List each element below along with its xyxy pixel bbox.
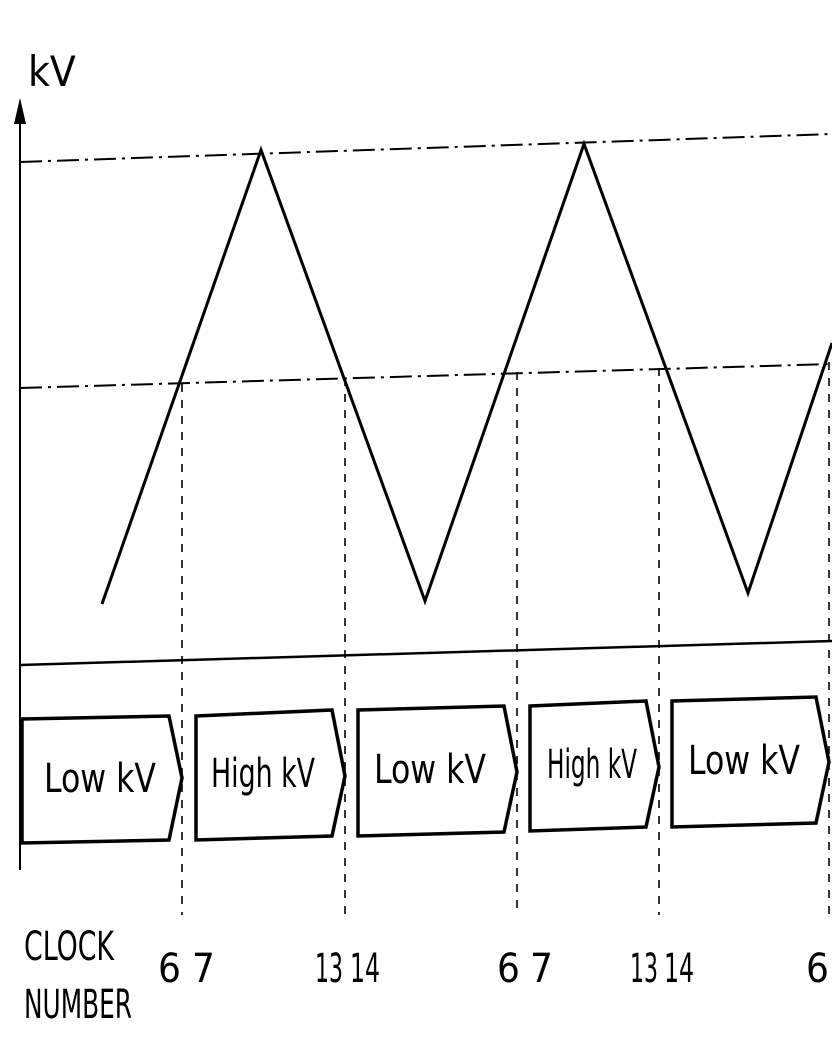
clock-number: 14 (350, 946, 380, 992)
clock-title-line1: CLOCK (24, 924, 115, 970)
segment-label: Low kV (44, 756, 156, 802)
clock-number: 13 (630, 946, 658, 992)
clock-number: 6 (158, 946, 181, 992)
clock-title-line2: NUMBER (24, 982, 132, 1028)
segment-label: Low kV (688, 738, 800, 784)
clock-number: 14 (664, 946, 694, 992)
clock-number: 7 (192, 946, 215, 992)
y-axis-arrow-icon (14, 98, 26, 124)
segment-label: High kV (547, 742, 637, 788)
clock-number: 7 (530, 946, 553, 992)
segment-label: High kV (211, 751, 315, 797)
clock-number-row: CLOCK NUMBER 6 7 13 14 6 7 13 14 6 (24, 924, 829, 1028)
segment-label: Low kV (374, 747, 486, 793)
baseline-line (20, 641, 832, 665)
clock-number: 6 (806, 946, 829, 992)
clock-number: 6 (497, 946, 520, 992)
middle-threshold-line (20, 364, 832, 388)
upper-threshold-line (20, 134, 832, 162)
y-axis-label: kV (28, 47, 76, 96)
clock-number: 13 (315, 946, 343, 992)
